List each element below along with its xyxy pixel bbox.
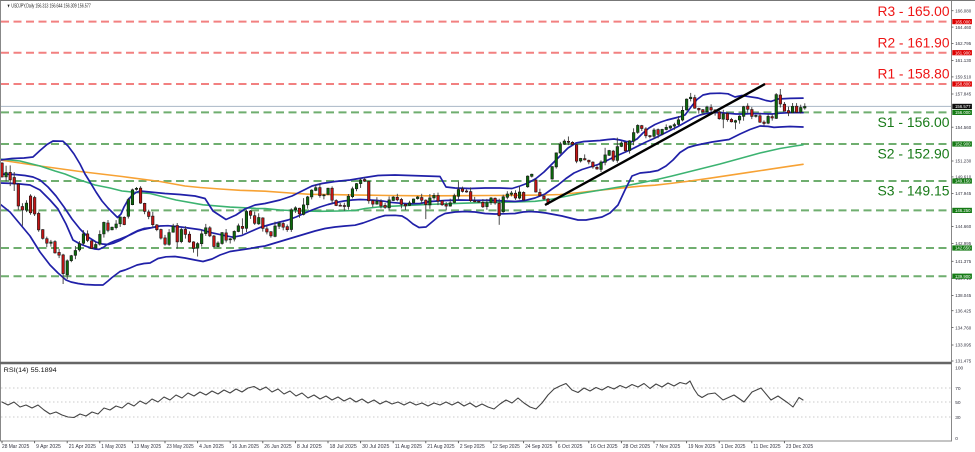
svg-text:138.045: 138.045 [955, 293, 971, 299]
svg-text:131.475: 131.475 [955, 359, 971, 365]
svg-text:30 Jul 2025: 30 Jul 2025 [362, 444, 389, 450]
svg-text:24 Sep 2025: 24 Sep 2025 [525, 444, 552, 450]
svg-text:142.650: 142.650 [955, 246, 971, 251]
svg-text:16 Oct 2025: 16 Oct 2025 [590, 444, 617, 450]
svg-text:161.900: 161.900 [955, 50, 971, 55]
svg-text:133.095: 133.095 [955, 343, 971, 349]
svg-text:S2 - 152.90: S2 - 152.90 [878, 145, 950, 161]
svg-text:6 Oct 2025: 6 Oct 2025 [558, 444, 583, 450]
svg-text:152.900: 152.900 [955, 142, 971, 147]
svg-text:139.900: 139.900 [955, 274, 971, 279]
svg-text:26 Jun 2025: 26 Jun 2025 [264, 444, 291, 450]
svg-text:4 Jun 2025: 4 Jun 2025 [199, 444, 224, 450]
svg-text:RSI(14) 55.1894: RSI(14) 55.1894 [4, 368, 58, 374]
svg-text:0: 0 [955, 436, 958, 442]
svg-text:134.760: 134.760 [955, 325, 971, 331]
svg-text:▼ USDJPY,Daily 156.313 156.64: ▼ USDJPY,Daily 156.313 156.644 156.309 1… [7, 3, 91, 9]
svg-text:23 Dec 2025: 23 Dec 2025 [786, 444, 813, 450]
svg-text:30: 30 [955, 415, 961, 421]
svg-text:146.250: 146.250 [955, 208, 971, 213]
svg-text:8 Jul 2025: 8 Jul 2025 [297, 444, 322, 450]
svg-text:18 Jul 2025: 18 Jul 2025 [330, 444, 357, 450]
svg-text:R1 - 158.80: R1 - 158.80 [878, 66, 950, 82]
svg-text:149.150: 149.150 [955, 179, 971, 184]
svg-text:11 Aug 2025: 11 Aug 2025 [395, 444, 422, 450]
svg-text:157.845: 157.845 [955, 92, 971, 98]
svg-text:149.610: 149.610 [955, 175, 971, 181]
svg-text:156.577: 156.577 [955, 104, 971, 109]
svg-text:23 May 2025: 23 May 2025 [167, 444, 194, 450]
svg-text:141.375: 141.375 [955, 259, 971, 265]
svg-text:100: 100 [955, 366, 963, 372]
svg-text:156.000: 156.000 [955, 110, 971, 115]
svg-text:2 Sep 2025: 2 Sep 2025 [460, 444, 485, 450]
svg-text:9 Apr 2025: 9 Apr 2025 [36, 444, 61, 450]
svg-text:28 Mar 2025: 28 Mar 2025 [2, 444, 29, 450]
svg-text:142.995: 142.995 [955, 241, 971, 247]
svg-text:154.560: 154.560 [955, 125, 971, 131]
svg-text:7 Nov 2025: 7 Nov 2025 [656, 444, 681, 450]
svg-text:158.800: 158.800 [955, 82, 971, 87]
svg-text:70: 70 [955, 386, 961, 392]
svg-text:151.230: 151.230 [955, 159, 971, 165]
svg-text:11 Dec 2025: 11 Dec 2025 [753, 444, 780, 450]
svg-text:165.000: 165.000 [955, 19, 971, 24]
svg-text:139.710: 139.710 [955, 276, 971, 282]
svg-text:S1 - 156.00: S1 - 156.00 [878, 114, 950, 130]
svg-text:162.795: 162.795 [955, 41, 971, 47]
svg-text:166.080: 166.080 [955, 8, 971, 14]
svg-text:147.945: 147.945 [955, 191, 971, 197]
svg-text:19 Nov 2025: 19 Nov 2025 [688, 444, 715, 450]
svg-text:21 Aug 2025: 21 Aug 2025 [427, 444, 454, 450]
svg-text:159.510: 159.510 [955, 75, 971, 81]
svg-text:13 May 2025: 13 May 2025 [134, 444, 161, 450]
svg-text:28 Oct 2025: 28 Oct 2025 [623, 444, 650, 450]
svg-text:12 Sep 2025: 12 Sep 2025 [493, 444, 520, 450]
svg-text:50: 50 [955, 400, 961, 406]
svg-text:1 Dec 2025: 1 Dec 2025 [721, 444, 746, 450]
svg-text:R3 - 165.00: R3 - 165.00 [878, 3, 950, 19]
svg-text:R2 - 161.90: R2 - 161.90 [878, 34, 950, 50]
svg-text:136.425: 136.425 [955, 308, 971, 314]
svg-text:164.460: 164.460 [955, 25, 971, 31]
svg-text:1 May 2025: 1 May 2025 [101, 444, 126, 450]
svg-text:16 Jun 2025: 16 Jun 2025 [232, 444, 259, 450]
svg-text:S3 - 149.15: S3 - 149.15 [878, 182, 950, 198]
svg-text:21 Apr 2025: 21 Apr 2025 [69, 444, 96, 450]
svg-text:161.130: 161.130 [955, 58, 971, 64]
svg-text:144.660: 144.660 [955, 224, 971, 230]
